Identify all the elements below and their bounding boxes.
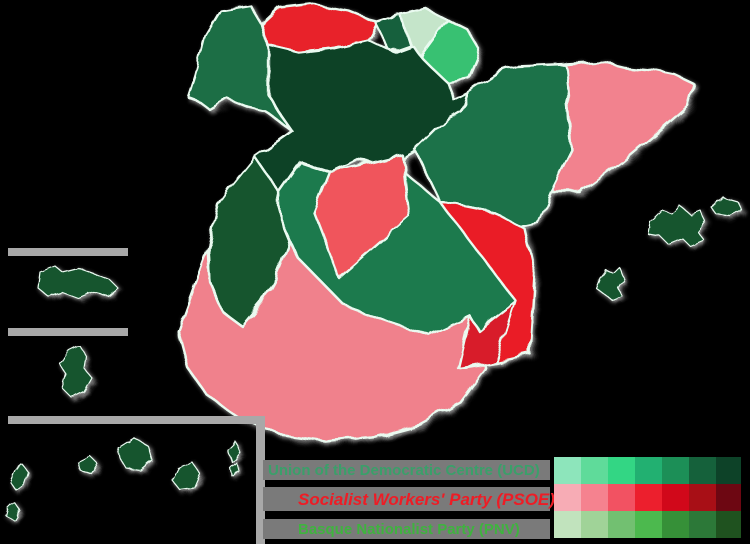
svg-text:Basque Nationalist Party (PNV): Basque Nationalist Party (PNV) [298, 521, 520, 538]
svg-text:Union of the Democratic Centre: Union of the Democratic Centre (UCD) [268, 462, 540, 479]
svg-text:Socialist Workers' Party (PSOE: Socialist Workers' Party (PSOE) [298, 490, 555, 509]
